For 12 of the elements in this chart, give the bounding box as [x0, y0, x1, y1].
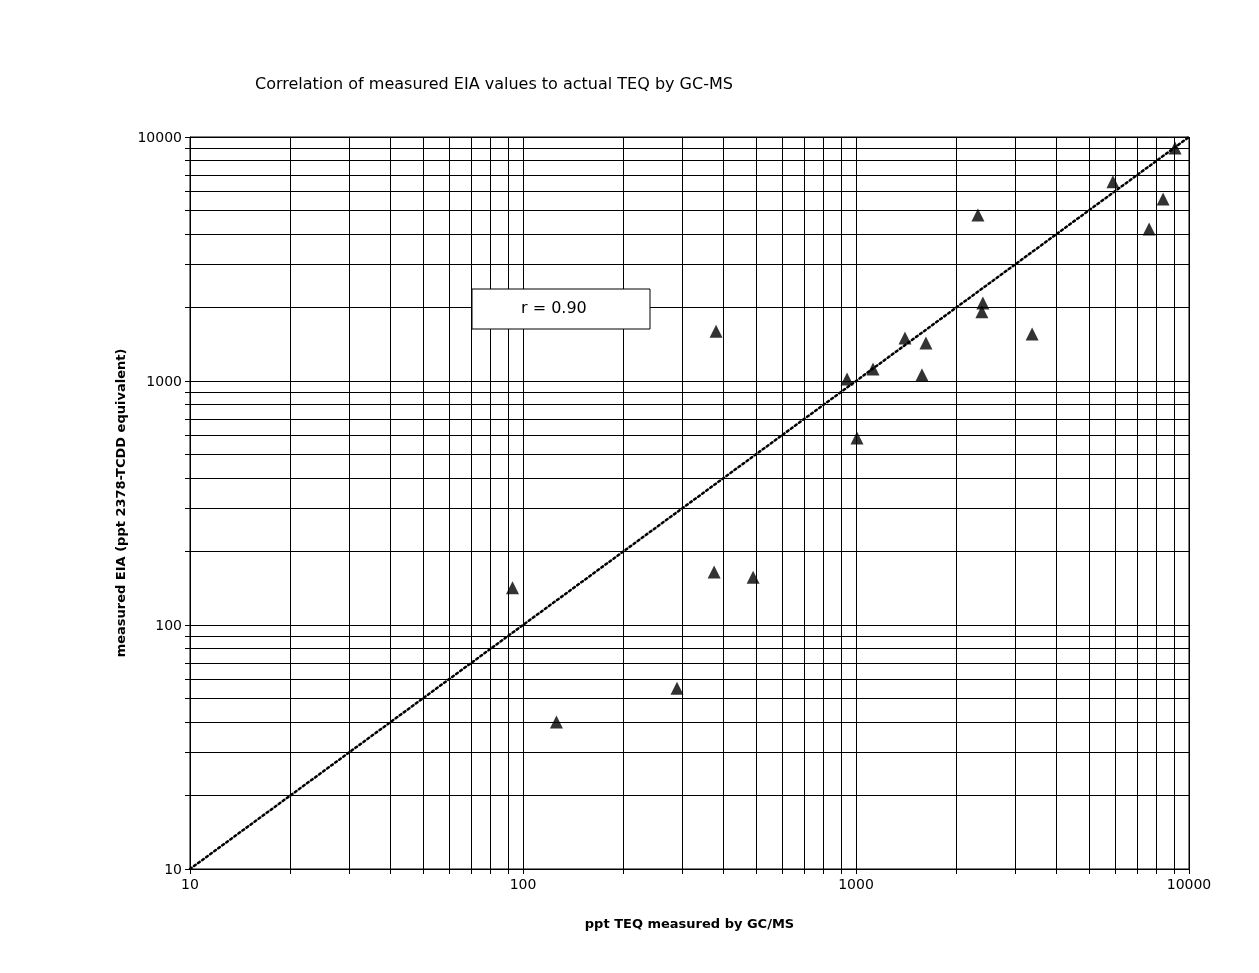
y-tick-label: 100: [155, 617, 182, 633]
x-tick-label: 10: [181, 876, 199, 892]
x-axis-title: ppt TEQ measured by GC/MS: [584, 916, 795, 931]
x-tick-label: 10000: [1166, 876, 1212, 892]
x-tick-label: 100: [509, 876, 537, 892]
y-axis-title: measured EIA (ppt 2378-TCDD equivalent): [112, 348, 128, 658]
y-tick-label: 10000: [137, 129, 182, 145]
y-tick-label: 10: [164, 861, 182, 877]
y-tick-label: 1000: [146, 373, 182, 389]
x-tick-label: 1000: [838, 876, 874, 892]
annotation: r = 0.90: [521, 297, 587, 317]
chart-title: Correlation of measured EIA values to actual TEQ by GC-MS: [255, 73, 733, 93]
